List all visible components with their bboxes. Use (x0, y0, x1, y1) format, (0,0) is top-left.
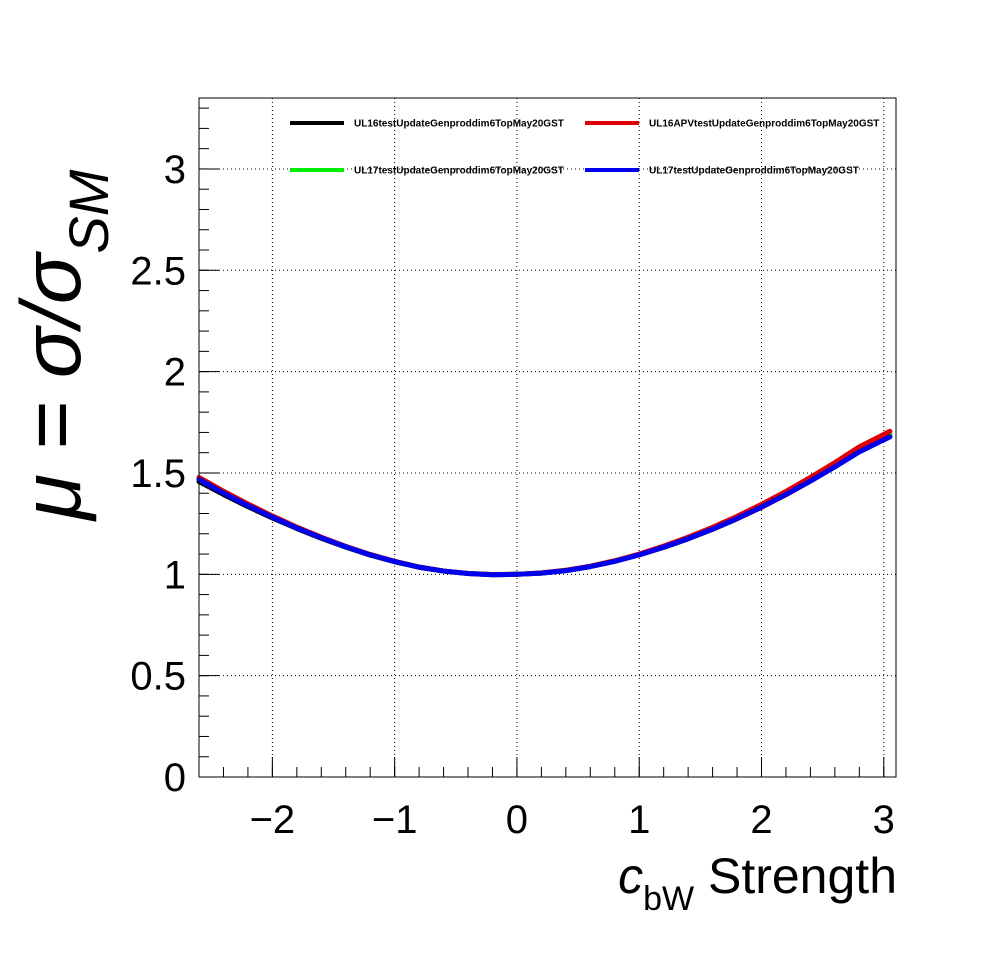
plot-frame (198, 97, 897, 778)
y-tick-label: 2 (164, 351, 186, 395)
y-tick-label: 1.5 (130, 452, 186, 496)
curves (196, 428, 893, 578)
grid (199, 98, 896, 777)
series-line-ul16apv (196, 428, 893, 578)
axis-ticks (198, 107, 885, 778)
y-tick-labels: 0 0.5 1 1.5 2 2.5 3 (130, 148, 186, 800)
x-tick-label: −2 (250, 798, 296, 842)
y-tick-label: 0 (164, 756, 186, 800)
y-tick-label: 1 (164, 553, 186, 597)
y-axis-title-prefix: μ = σ/σ (4, 250, 98, 522)
x-axis-title-suffix: Strength (694, 848, 897, 904)
y-tick-label: 0.5 (130, 655, 186, 699)
y-tick-label: 3 (164, 148, 186, 192)
x-tick-label: −1 (372, 798, 418, 842)
x-tick-label: 0 (506, 798, 528, 842)
legend: UL16testUpdateGenproddim6TopMay20GST UL16… (290, 119, 879, 177)
legend-label-ul16apv: UL16APVtestUpdateGenproddim6TopMay20GST (649, 119, 879, 130)
series-line-ul16 (196, 433, 893, 578)
y-axis-title: μ = σ/σSM (4, 169, 120, 522)
y-axis-title-subscript: SM (57, 169, 120, 253)
x-axis-title-subscript: bW (643, 880, 694, 918)
legend-label-ul16: UL16testUpdateGenproddim6TopMay20GST (354, 119, 564, 130)
x-tick-label: 3 (873, 798, 895, 842)
x-tick-label: 1 (628, 798, 650, 842)
x-axis-title-symbol: c (618, 848, 643, 904)
series-line-ul17-green (196, 431, 893, 578)
legend-label-ul17-green: UL17testUpdateGenproddim6TopMay20GST (354, 166, 564, 177)
x-tick-label: 2 (750, 798, 772, 842)
series-line-ul17-blue (196, 434, 893, 578)
legend-label-ul17-blue: UL17testUpdateGenproddim6TopMay20GST (649, 166, 859, 177)
y-tick-label: 2.5 (130, 249, 186, 293)
x-tick-labels: −2 −1 0 1 2 3 (250, 798, 895, 842)
x-axis-title: cbW Strength (618, 848, 897, 918)
